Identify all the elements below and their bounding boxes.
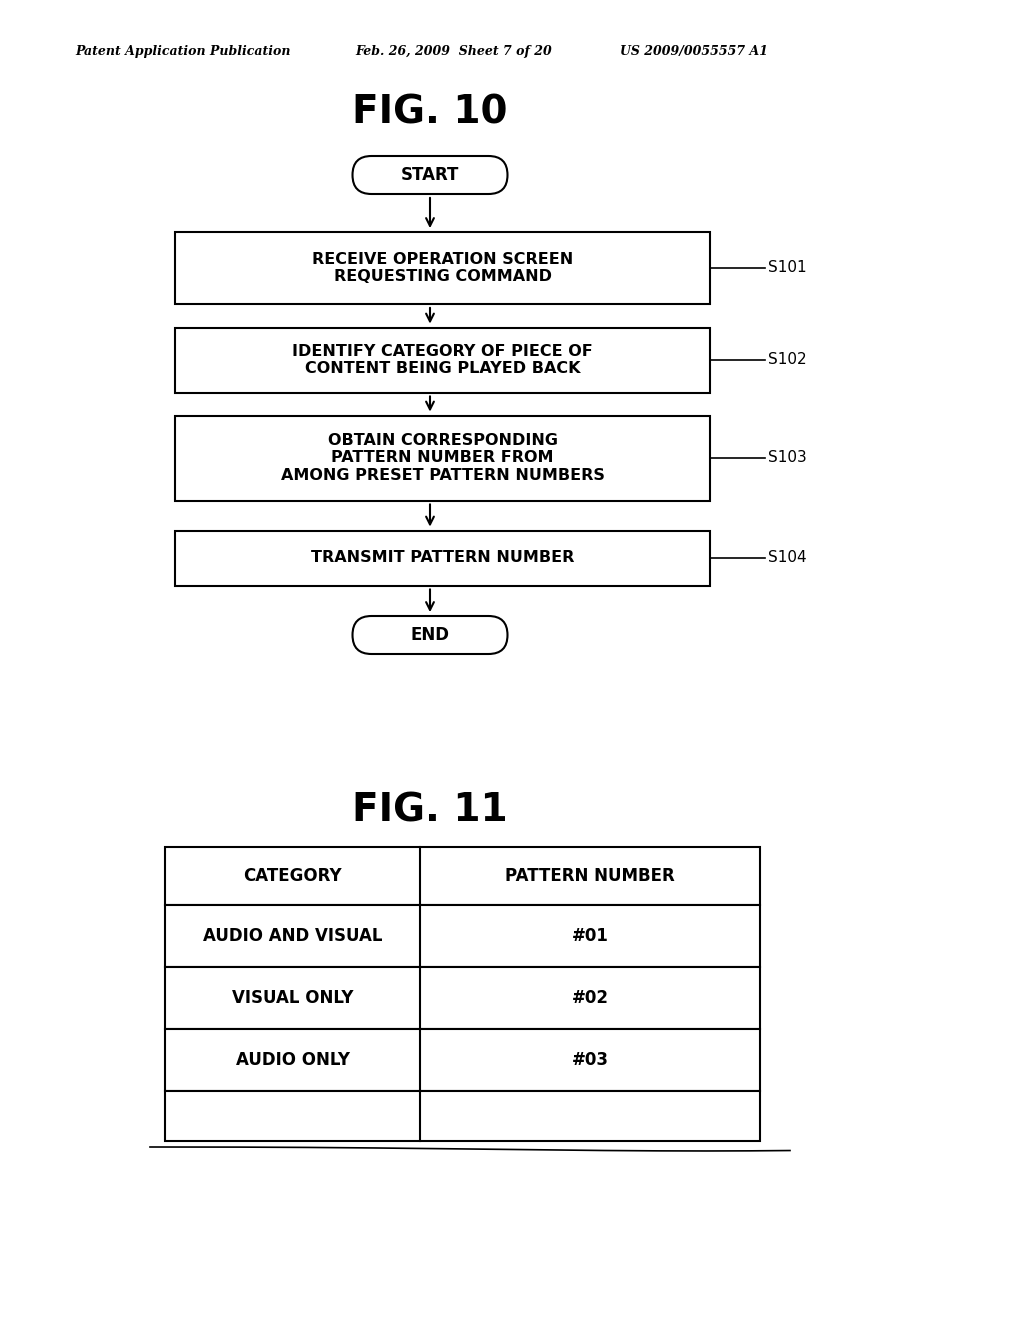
Text: US 2009/0055557 A1: US 2009/0055557 A1: [620, 45, 768, 58]
Bar: [175, 416, 710, 500]
Bar: [165, 906, 760, 968]
Text: Feb. 26, 2009  Sheet 7 of 20: Feb. 26, 2009 Sheet 7 of 20: [355, 45, 552, 58]
Text: S104: S104: [768, 550, 807, 565]
Bar: [175, 531, 710, 586]
Text: AUDIO ONLY: AUDIO ONLY: [236, 1051, 349, 1069]
Text: FIG. 11: FIG. 11: [352, 791, 508, 829]
Text: S103: S103: [768, 450, 807, 466]
Text: START: START: [400, 166, 459, 183]
Text: CATEGORY: CATEGORY: [243, 867, 342, 884]
Text: Patent Application Publication: Patent Application Publication: [75, 45, 291, 58]
Text: #01: #01: [571, 927, 608, 945]
Text: IDENTIFY CATEGORY OF PIECE OF
CONTENT BEING PLAYED BACK: IDENTIFY CATEGORY OF PIECE OF CONTENT BE…: [292, 343, 593, 376]
Bar: [165, 968, 760, 1030]
Text: END: END: [411, 626, 450, 644]
FancyBboxPatch shape: [352, 156, 508, 194]
Text: AUDIO AND VISUAL: AUDIO AND VISUAL: [203, 927, 382, 945]
Text: TRANSMIT PATTERN NUMBER: TRANSMIT PATTERN NUMBER: [311, 550, 574, 565]
Text: S102: S102: [768, 352, 807, 367]
Bar: [165, 847, 760, 906]
Bar: [165, 1030, 760, 1092]
Bar: [175, 232, 710, 304]
FancyBboxPatch shape: [352, 616, 508, 653]
Bar: [165, 1092, 760, 1140]
Text: #03: #03: [571, 1051, 608, 1069]
Text: FIG. 10: FIG. 10: [352, 92, 508, 131]
Text: #02: #02: [571, 989, 608, 1007]
Bar: [175, 327, 710, 392]
Text: OBTAIN CORRESPONDING
PATTERN NUMBER FROM
AMONG PRESET PATTERN NUMBERS: OBTAIN CORRESPONDING PATTERN NUMBER FROM…: [281, 433, 604, 483]
Text: PATTERN NUMBER: PATTERN NUMBER: [505, 867, 675, 884]
Text: VISUAL ONLY: VISUAL ONLY: [231, 989, 353, 1007]
Text: RECEIVE OPERATION SCREEN
REQUESTING COMMAND: RECEIVE OPERATION SCREEN REQUESTING COMM…: [312, 252, 573, 284]
Text: S101: S101: [768, 260, 807, 276]
